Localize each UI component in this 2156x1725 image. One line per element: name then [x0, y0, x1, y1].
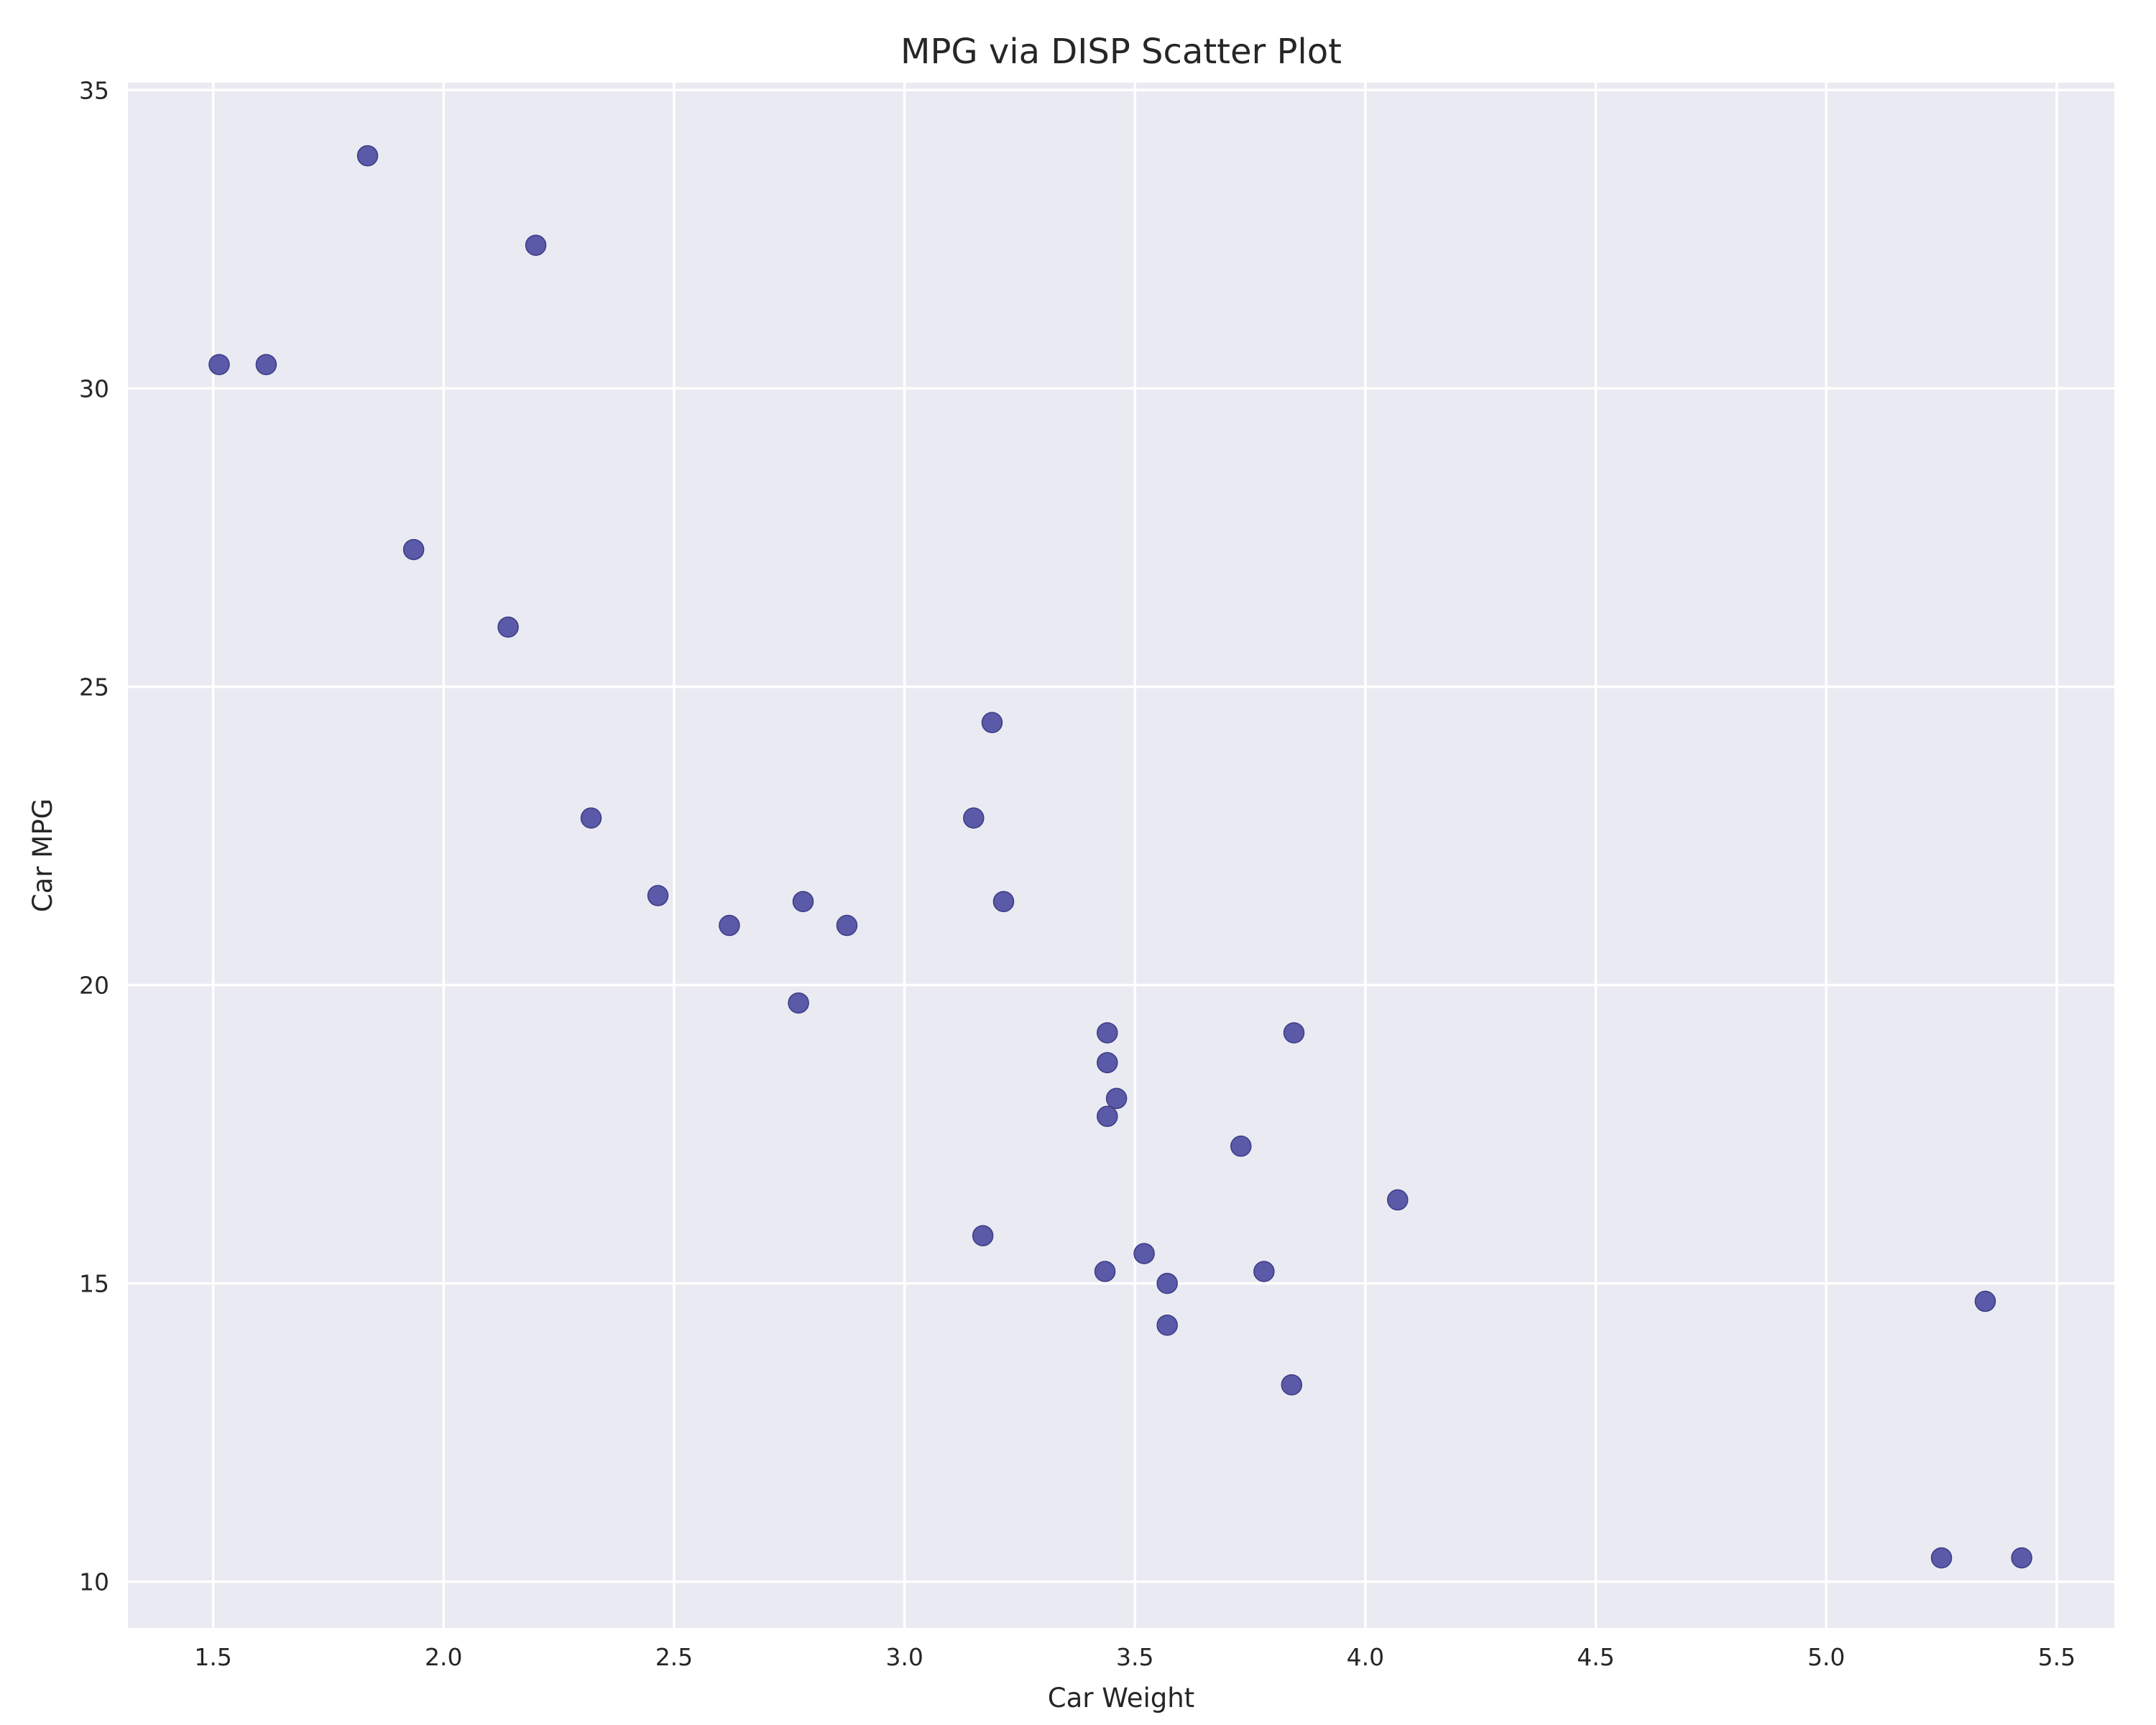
data-point	[1281, 1374, 1303, 1396]
data-point	[402, 538, 425, 561]
y-axis-label: Car MPG	[27, 799, 58, 912]
data-point	[1230, 1135, 1252, 1157]
horizontal-gridlines	[128, 88, 2114, 1583]
y-tick-label: 20	[79, 972, 109, 1000]
data-point	[1097, 1052, 1118, 1074]
x-tick-label: 4.0	[1347, 1643, 1384, 1671]
data-point	[497, 616, 519, 638]
vertical-gridlines	[211, 83, 2058, 1628]
data-point	[1387, 1189, 1409, 1211]
x-axis-tick-labels: 1.5 2.0 2.5 3.0 3.5 4.0 4.5 5.0 5.5	[194, 1643, 2076, 1671]
x-tick-label: 5.5	[2038, 1643, 2076, 1671]
plot-area	[128, 83, 2114, 1628]
data-point	[788, 992, 809, 1014]
y-axis-tick-labels: 10 15 20 25 30 35	[79, 76, 109, 1596]
data-point	[792, 891, 814, 913]
x-tick-label: 2.5	[655, 1643, 693, 1671]
data-point	[525, 234, 547, 256]
y-tick-label: 35	[79, 76, 109, 104]
x-tick-label: 4.5	[1577, 1643, 1614, 1671]
data-point	[1133, 1243, 1155, 1264]
data-point	[208, 354, 230, 375]
data-point	[1253, 1261, 1275, 1282]
data-point	[356, 144, 379, 167]
x-axis-label: Car Weight	[1048, 1683, 1194, 1714]
x-tick-label: 3.0	[885, 1643, 923, 1671]
data-point	[2011, 1547, 2032, 1569]
x-tick-label: 3.5	[1116, 1643, 1153, 1671]
y-tick-label: 15	[79, 1270, 109, 1298]
data-point	[1156, 1272, 1178, 1294]
data-point	[1283, 1022, 1305, 1044]
data-point	[1974, 1290, 1996, 1312]
y-tick-label: 25	[79, 673, 109, 701]
data-point	[580, 807, 602, 829]
data-point	[647, 885, 669, 906]
data-point	[1094, 1261, 1116, 1282]
data-point	[963, 807, 985, 829]
data-point	[1930, 1547, 1953, 1569]
data-point	[1156, 1314, 1178, 1336]
chart-title: MPG via DISP Scatter Plot	[900, 32, 1342, 72]
data-point	[836, 914, 858, 937]
data-point	[972, 1225, 994, 1246]
x-tick-label: 2.0	[425, 1643, 462, 1671]
data-point	[1097, 1105, 1118, 1127]
data-point	[1097, 1022, 1118, 1044]
data-points	[208, 144, 2032, 1569]
data-point	[992, 891, 1015, 913]
y-tick-label: 10	[79, 1568, 109, 1596]
data-point	[719, 914, 740, 937]
data-point	[1105, 1087, 1128, 1110]
y-tick-label: 30	[79, 374, 109, 402]
data-point	[981, 712, 1003, 734]
data-point	[255, 354, 277, 375]
x-tick-label: 1.5	[194, 1643, 231, 1671]
x-tick-label: 5.0	[1807, 1643, 1845, 1671]
